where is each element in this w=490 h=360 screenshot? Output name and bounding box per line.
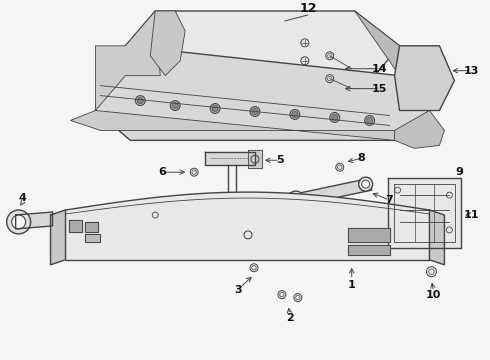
Text: 13: 13 xyxy=(464,66,479,76)
Polygon shape xyxy=(96,11,160,111)
Text: 1: 1 xyxy=(348,280,356,290)
Circle shape xyxy=(278,291,286,298)
Circle shape xyxy=(250,264,258,272)
Circle shape xyxy=(294,294,302,302)
Text: 12: 12 xyxy=(299,3,317,15)
Polygon shape xyxy=(355,11,429,111)
Polygon shape xyxy=(85,234,100,242)
Circle shape xyxy=(290,109,300,120)
Text: 6: 6 xyxy=(158,167,166,177)
Polygon shape xyxy=(125,11,399,76)
Polygon shape xyxy=(205,152,255,165)
Circle shape xyxy=(359,177,372,191)
Circle shape xyxy=(367,117,372,123)
Circle shape xyxy=(332,114,338,121)
Circle shape xyxy=(326,75,334,83)
Circle shape xyxy=(291,195,301,205)
Circle shape xyxy=(250,107,260,117)
Circle shape xyxy=(330,112,340,122)
Circle shape xyxy=(362,180,369,188)
Circle shape xyxy=(170,100,180,111)
Polygon shape xyxy=(429,210,444,265)
Circle shape xyxy=(365,116,375,125)
Text: 2: 2 xyxy=(286,312,294,323)
Text: 9: 9 xyxy=(455,167,464,177)
Circle shape xyxy=(137,98,143,104)
Polygon shape xyxy=(394,46,454,111)
Circle shape xyxy=(12,215,25,229)
Circle shape xyxy=(292,112,298,117)
Text: 8: 8 xyxy=(358,153,366,163)
Polygon shape xyxy=(348,245,390,255)
Circle shape xyxy=(336,163,343,171)
Circle shape xyxy=(172,103,178,108)
Text: 4: 4 xyxy=(19,193,26,203)
Text: 15: 15 xyxy=(372,84,387,94)
Polygon shape xyxy=(69,220,82,232)
Polygon shape xyxy=(96,46,429,140)
Polygon shape xyxy=(388,178,462,248)
Polygon shape xyxy=(222,225,242,232)
Text: 11: 11 xyxy=(464,210,479,220)
Circle shape xyxy=(287,191,305,209)
Text: 10: 10 xyxy=(426,289,441,300)
Text: 3: 3 xyxy=(234,285,242,294)
Circle shape xyxy=(135,95,145,105)
Circle shape xyxy=(190,168,198,176)
Circle shape xyxy=(326,52,334,60)
Polygon shape xyxy=(348,228,390,242)
Circle shape xyxy=(212,105,218,112)
Polygon shape xyxy=(85,222,98,232)
Text: 7: 7 xyxy=(386,195,393,205)
Circle shape xyxy=(426,267,437,277)
Circle shape xyxy=(252,108,258,114)
Circle shape xyxy=(210,104,220,113)
Text: 14: 14 xyxy=(372,64,388,74)
Polygon shape xyxy=(71,111,429,140)
Polygon shape xyxy=(50,210,66,265)
Text: 5: 5 xyxy=(276,155,284,165)
Polygon shape xyxy=(248,150,262,168)
Polygon shape xyxy=(150,11,185,76)
Polygon shape xyxy=(394,111,444,148)
Circle shape xyxy=(7,210,30,234)
Polygon shape xyxy=(16,212,52,229)
Polygon shape xyxy=(290,178,371,207)
